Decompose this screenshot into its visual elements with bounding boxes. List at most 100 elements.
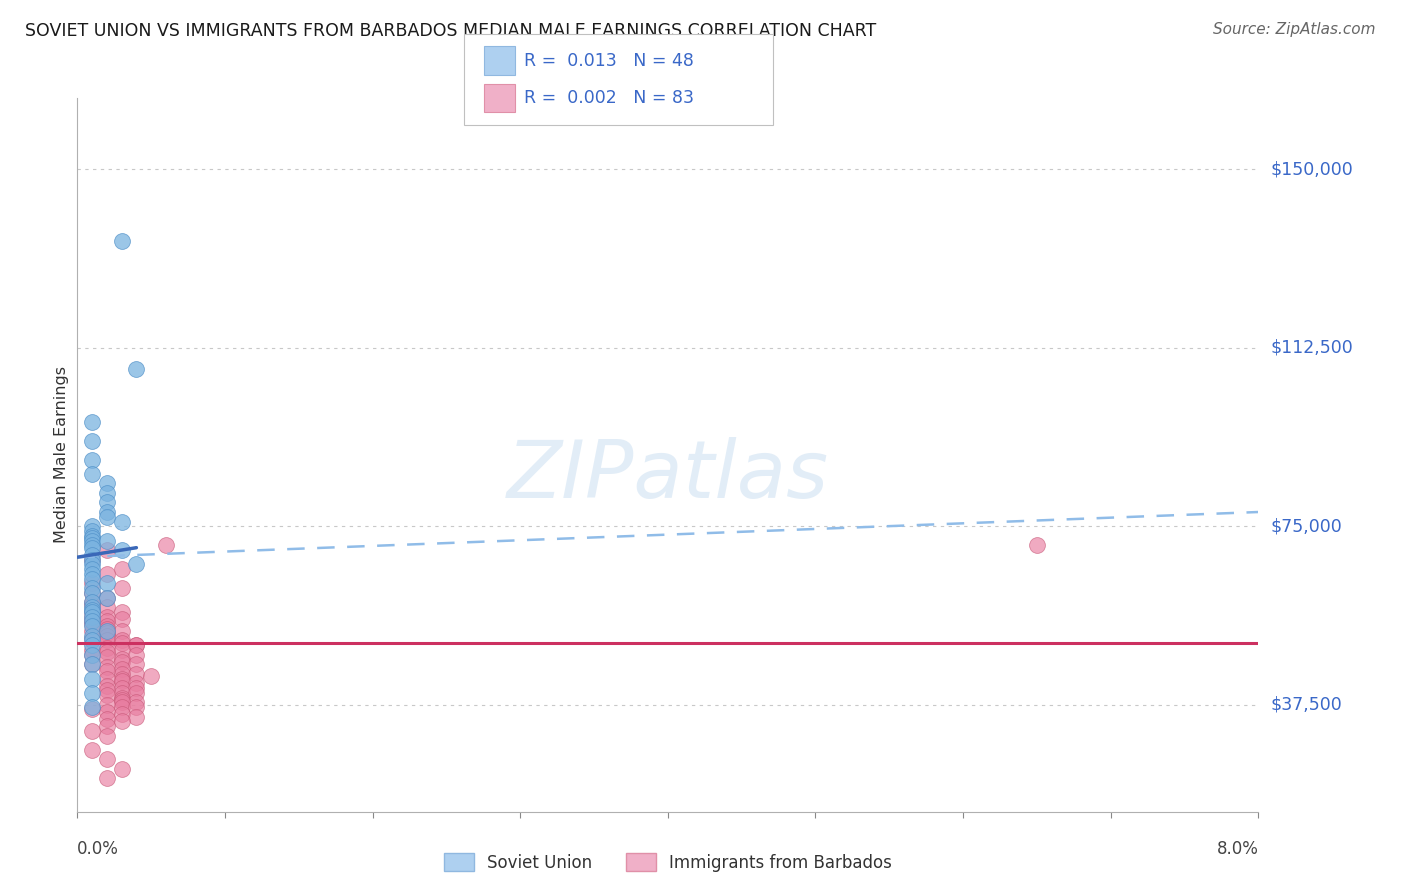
Point xyxy=(82,743,104,757)
Point xyxy=(111,662,132,676)
Point xyxy=(82,638,104,652)
Point xyxy=(82,615,104,629)
Point xyxy=(82,562,104,576)
Point xyxy=(111,666,132,681)
Text: R =  0.013   N = 48: R = 0.013 N = 48 xyxy=(524,52,695,70)
Point xyxy=(82,533,104,548)
Point xyxy=(82,600,104,615)
Text: $37,500: $37,500 xyxy=(1270,696,1341,714)
Point xyxy=(96,712,118,726)
Point xyxy=(96,679,118,693)
Point xyxy=(96,591,118,605)
Point xyxy=(82,672,104,686)
Point xyxy=(82,552,104,566)
Point xyxy=(111,762,132,776)
Point xyxy=(82,700,104,714)
Point xyxy=(125,681,148,695)
Point xyxy=(111,673,132,688)
Point xyxy=(82,631,104,645)
Point xyxy=(125,648,148,662)
Point xyxy=(82,616,104,631)
Point xyxy=(125,638,148,652)
Point xyxy=(96,629,118,643)
Point xyxy=(96,615,118,629)
Point xyxy=(82,566,104,581)
Point xyxy=(96,659,118,673)
Point xyxy=(125,676,148,690)
Point xyxy=(96,688,118,702)
Point xyxy=(82,657,104,672)
Point xyxy=(82,657,104,672)
Point xyxy=(96,672,118,686)
Point xyxy=(82,531,104,545)
Point xyxy=(82,643,104,657)
Point xyxy=(96,576,118,591)
Point xyxy=(111,655,132,669)
Point xyxy=(111,612,132,626)
Point xyxy=(96,633,118,648)
Point xyxy=(96,566,118,581)
Point xyxy=(96,705,118,719)
Text: SOVIET UNION VS IMMIGRANTS FROM BARBADOS MEDIAN MALE EARNINGS CORRELATION CHART: SOVIET UNION VS IMMIGRANTS FROM BARBADOS… xyxy=(25,22,876,40)
Point xyxy=(82,538,104,552)
Point xyxy=(96,665,118,679)
Point xyxy=(82,648,104,662)
Point xyxy=(111,234,132,248)
Text: 0.0%: 0.0% xyxy=(77,840,120,858)
Point xyxy=(82,609,104,624)
Point xyxy=(111,686,132,700)
Point xyxy=(82,648,104,662)
Point xyxy=(96,683,118,698)
Point xyxy=(96,752,118,766)
Point xyxy=(125,558,148,572)
Point xyxy=(96,645,118,659)
Point xyxy=(82,615,104,629)
Point xyxy=(111,681,132,695)
Point xyxy=(111,690,132,705)
Point xyxy=(82,605,104,619)
Point xyxy=(111,672,132,686)
Point xyxy=(125,666,148,681)
Text: Source: ZipAtlas.com: Source: ZipAtlas.com xyxy=(1212,22,1375,37)
Point xyxy=(111,695,132,709)
Text: $75,000: $75,000 xyxy=(1270,517,1341,535)
Point xyxy=(96,650,118,665)
Point xyxy=(82,586,104,600)
Point xyxy=(82,598,104,612)
Point xyxy=(82,633,104,648)
Point xyxy=(82,452,104,467)
Point xyxy=(111,707,132,722)
Point xyxy=(111,562,132,576)
Point xyxy=(82,586,104,600)
Point xyxy=(82,572,104,586)
Point xyxy=(111,652,132,666)
Point xyxy=(82,723,104,738)
Point xyxy=(82,686,104,700)
Text: $112,500: $112,500 xyxy=(1270,339,1353,357)
Point xyxy=(111,543,132,558)
Point xyxy=(82,558,104,572)
Point xyxy=(82,581,104,595)
Point xyxy=(82,519,104,533)
Point xyxy=(125,700,148,714)
Text: 8.0%: 8.0% xyxy=(1216,840,1258,858)
Point xyxy=(82,415,104,429)
Point xyxy=(111,700,132,714)
Point xyxy=(155,538,177,552)
Point xyxy=(96,626,118,640)
Point xyxy=(111,643,132,657)
Point xyxy=(96,591,118,605)
Text: R =  0.002   N = 83: R = 0.002 N = 83 xyxy=(524,89,695,107)
Point xyxy=(96,772,118,786)
Point xyxy=(82,624,104,638)
Point xyxy=(96,729,118,743)
Point xyxy=(96,624,118,638)
Point xyxy=(96,543,118,558)
Point xyxy=(96,622,118,636)
Point xyxy=(82,702,104,716)
Text: ZIPatlas: ZIPatlas xyxy=(506,437,830,516)
Point xyxy=(111,633,132,648)
Text: $150,000: $150,000 xyxy=(1270,161,1353,178)
Point xyxy=(111,515,132,529)
Point xyxy=(96,495,118,509)
